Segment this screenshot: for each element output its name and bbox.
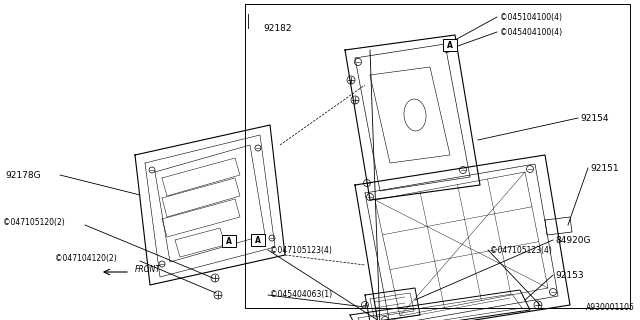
Text: ©047105123(4): ©047105123(4) — [270, 245, 332, 254]
Bar — [222, 235, 236, 247]
Text: 92151: 92151 — [590, 164, 619, 172]
Text: A: A — [447, 41, 453, 50]
Text: 92178G: 92178G — [5, 171, 40, 180]
Text: ©045404063(1): ©045404063(1) — [270, 291, 332, 300]
Text: 84920G: 84920G — [555, 236, 591, 244]
Text: ©045104100(4): ©045104100(4) — [500, 12, 562, 21]
Text: 92153: 92153 — [555, 270, 584, 279]
Text: ©045404100(4): ©045404100(4) — [500, 28, 562, 36]
Text: ©047105123(4): ©047105123(4) — [490, 245, 552, 254]
Text: ©047104120(2): ©047104120(2) — [55, 253, 116, 262]
Text: A930001105: A930001105 — [586, 303, 635, 313]
Text: A: A — [226, 236, 232, 245]
Text: 92182: 92182 — [263, 23, 291, 33]
Text: FRONT: FRONT — [135, 266, 161, 275]
Text: 92154: 92154 — [580, 114, 609, 123]
Bar — [443, 39, 457, 51]
Text: ©047105120(2): ©047105120(2) — [3, 218, 65, 227]
Text: A: A — [255, 236, 261, 244]
Bar — [251, 234, 265, 246]
